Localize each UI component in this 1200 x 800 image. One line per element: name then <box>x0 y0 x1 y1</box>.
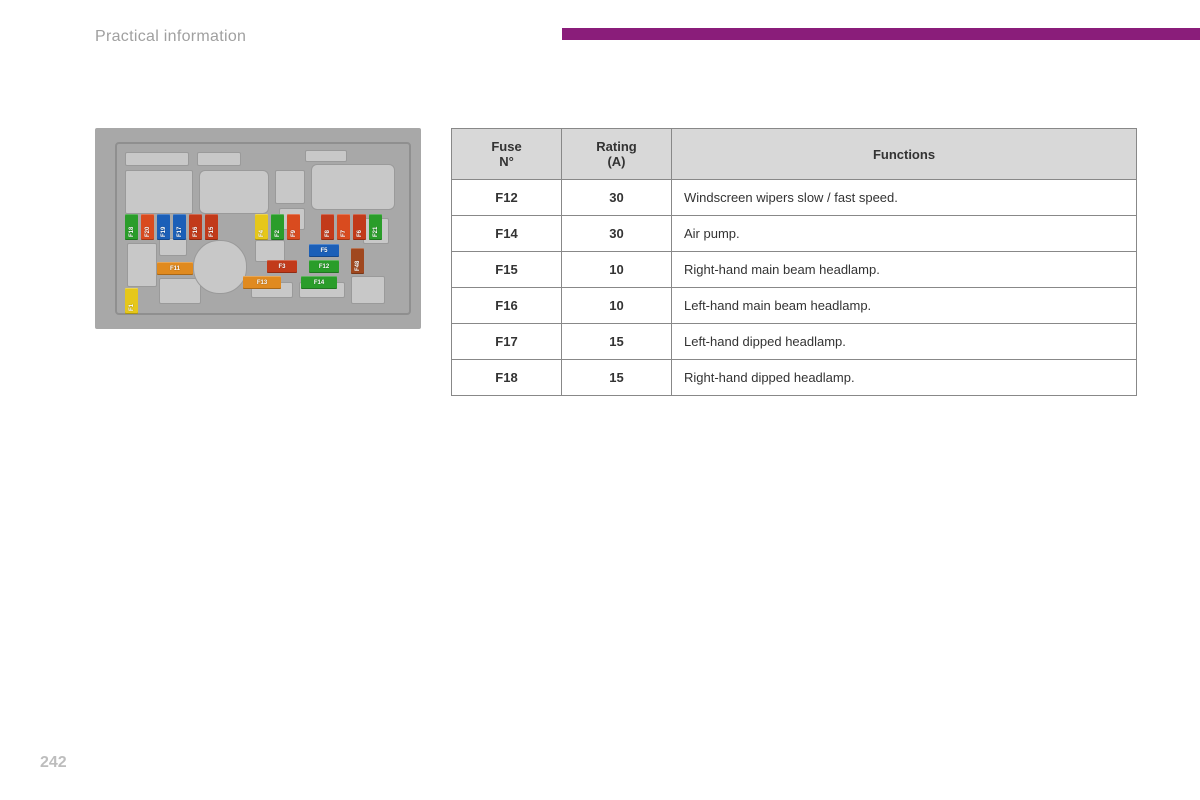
col-rating: Rating (A) <box>562 129 672 180</box>
fuse-f48: F48 <box>351 248 364 274</box>
cell-function: Left-hand main beam headlamp. <box>672 288 1137 324</box>
fuse-label: F2 <box>275 217 281 237</box>
fuse-f21: F21 <box>369 214 382 240</box>
fuse-label: F20 <box>145 217 151 237</box>
fuse-label: F14 <box>314 280 324 286</box>
table-header: Fuse N° Rating (A) Functions <box>452 129 1137 180</box>
cell-rating: 10 <box>562 288 672 324</box>
fuse-label: F9 <box>291 217 297 237</box>
fuse-table: Fuse N° Rating (A) Functions F1230Windsc… <box>451 128 1137 396</box>
header-title: Practical information <box>95 28 246 45</box>
fuse-f5: F5 <box>309 244 339 257</box>
fuse-label: F4 <box>259 217 265 237</box>
fuse-f13: F13 <box>243 276 281 289</box>
diagram-block <box>275 170 305 204</box>
diagram-block <box>351 276 385 304</box>
fuse-label: F48 <box>355 251 361 271</box>
cell-function: Windscreen wipers slow / fast speed. <box>672 180 1137 216</box>
cell-fuse: F16 <box>452 288 562 324</box>
cell-rating: 10 <box>562 252 672 288</box>
fuse-f19: F19 <box>157 214 170 240</box>
fuse-f15: F15 <box>205 214 218 240</box>
diagram-block <box>125 170 193 214</box>
diagram-block <box>199 170 269 214</box>
fuse-f2: F2 <box>271 214 284 240</box>
fuse-f14: F14 <box>301 276 337 289</box>
fuse-label: F19 <box>161 217 167 237</box>
diagram-block <box>193 240 247 294</box>
fuse-label: F15 <box>209 217 215 237</box>
fuse-f18: F18 <box>125 214 138 240</box>
cell-fuse: F17 <box>452 324 562 360</box>
col-rating-l1: Rating <box>596 139 636 154</box>
main-content: F18F20F19F17F16F15F4F2F9F8F7F6F21F1F48F1… <box>95 128 1138 396</box>
fuse-f3: F3 <box>267 260 297 273</box>
fuse-label: F1 <box>129 291 135 311</box>
col-fuse: Fuse N° <box>452 129 562 180</box>
page-number: 242 <box>40 754 67 772</box>
col-fuse-l2: N° <box>499 154 514 169</box>
fuse-f20: F20 <box>141 214 154 240</box>
table-row: F1430Air pump. <box>452 216 1137 252</box>
fuse-label: F13 <box>257 280 267 286</box>
header-accent-bar <box>562 28 1200 40</box>
diagram-block <box>125 152 189 166</box>
fuse-label: F18 <box>129 217 135 237</box>
fuse-label: F5 <box>320 248 327 254</box>
fusebox-diagram: F18 F20 F19 F17 F16 F15 F4 F2 F9 F8 F7 F6 F21 F1 F48 F1… <box>95 128 421 329</box>
fuse-f11: F11 <box>157 262 193 275</box>
diagram-block <box>255 240 285 262</box>
fuse-f16: F16 <box>189 214 202 240</box>
fuse-label: F6 <box>357 217 363 237</box>
diagram-block <box>197 152 241 166</box>
fuse-f7: F7 <box>337 214 350 240</box>
cell-function: Left-hand dipped headlamp. <box>672 324 1137 360</box>
fuse-label: F7 <box>341 217 347 237</box>
fuse-f12: F12 <box>309 260 339 273</box>
diagram-block <box>159 238 187 256</box>
table-row: F1815Right-hand dipped headlamp. <box>452 360 1137 396</box>
diagram-block <box>127 243 157 287</box>
fuse-f4: F4 <box>255 214 268 240</box>
cell-rating: 30 <box>562 180 672 216</box>
fuse-label: F21 <box>373 217 379 237</box>
table-row: F1715Left-hand dipped headlamp. <box>452 324 1137 360</box>
cell-rating: 30 <box>562 216 672 252</box>
fuse-label: F12 <box>319 264 329 270</box>
fuse-f8: F8 <box>321 214 334 240</box>
diagram-block <box>311 164 395 210</box>
fuse-label: F17 <box>177 217 183 237</box>
col-functions: Functions <box>672 129 1137 180</box>
fuse-label: F8 <box>325 217 331 237</box>
diagram-block <box>159 278 201 304</box>
table-body: F1230Windscreen wipers slow / fast speed… <box>452 180 1137 396</box>
fuse-f1: F1 <box>125 288 138 314</box>
diagram-block <box>305 150 347 162</box>
fuse-f9: F9 <box>287 214 300 240</box>
col-rating-l2: (A) <box>607 154 625 169</box>
col-fuse-l1: Fuse <box>491 139 521 154</box>
fuse-f6: F6 <box>353 214 366 240</box>
table-row: F1230Windscreen wipers slow / fast speed… <box>452 180 1137 216</box>
cell-rating: 15 <box>562 324 672 360</box>
cell-function: Right-hand main beam headlamp. <box>672 252 1137 288</box>
fuse-label: F3 <box>278 264 285 270</box>
cell-function: Air pump. <box>672 216 1137 252</box>
fuse-label: F11 <box>170 266 180 272</box>
cell-fuse: F14 <box>452 216 562 252</box>
fuse-label: F16 <box>193 217 199 237</box>
cell-rating: 15 <box>562 360 672 396</box>
cell-fuse: F18 <box>452 360 562 396</box>
cell-fuse: F15 <box>452 252 562 288</box>
cell-function: Right-hand dipped headlamp. <box>672 360 1137 396</box>
fuse-f17: F17 <box>173 214 186 240</box>
table-row: F1510Right-hand main beam headlamp. <box>452 252 1137 288</box>
table-row: F1610Left-hand main beam headlamp. <box>452 288 1137 324</box>
cell-fuse: F12 <box>452 180 562 216</box>
